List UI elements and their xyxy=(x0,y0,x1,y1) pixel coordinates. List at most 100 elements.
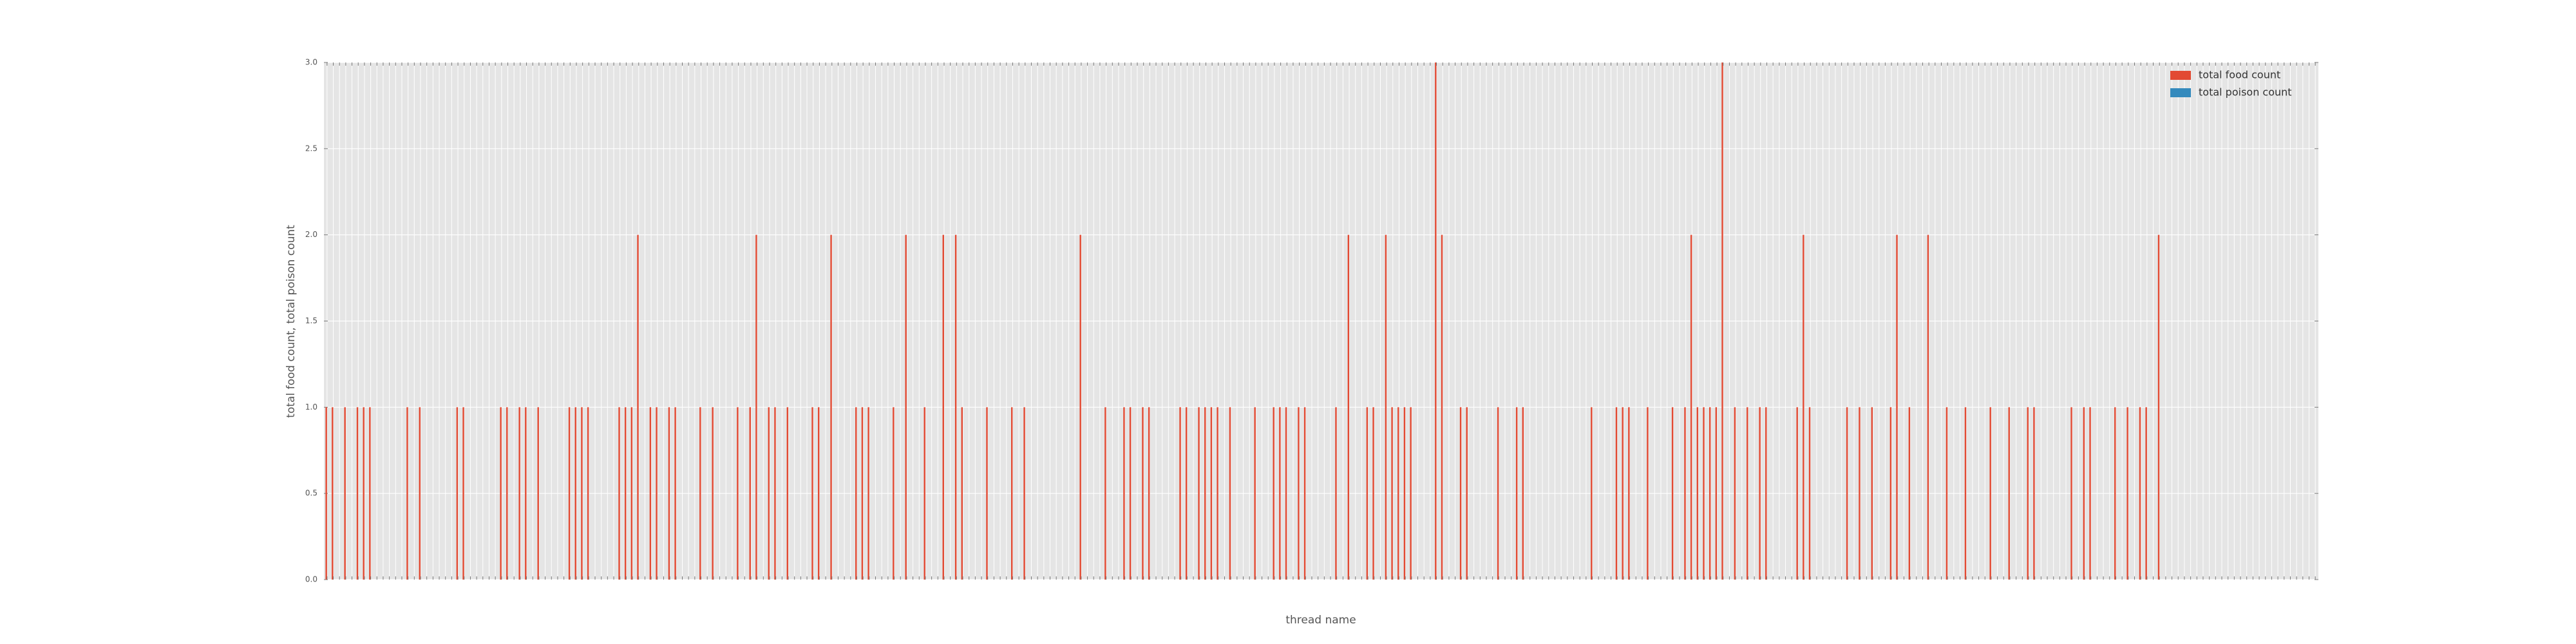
bar xyxy=(2157,234,2160,580)
legend-label: total poison count xyxy=(2199,86,2292,99)
bar xyxy=(325,407,327,580)
bar xyxy=(2114,407,2116,580)
bar xyxy=(1254,407,1256,580)
bar xyxy=(817,407,820,580)
bar xyxy=(518,407,520,580)
bar xyxy=(1765,407,1767,580)
bar xyxy=(923,407,925,580)
bar xyxy=(905,234,907,580)
bar xyxy=(369,407,371,580)
bar xyxy=(1397,407,1399,580)
y-tick-label: 2.5 xyxy=(305,144,317,153)
bar xyxy=(1522,407,1524,580)
bar xyxy=(1759,407,1761,580)
bar xyxy=(1684,407,1686,580)
bar xyxy=(456,407,459,580)
bar xyxy=(1871,407,1873,580)
bar xyxy=(344,407,346,580)
bar xyxy=(1298,407,1300,580)
bar xyxy=(1709,407,1711,580)
bar xyxy=(1441,234,1443,580)
bar xyxy=(587,407,589,580)
bar xyxy=(1671,407,1674,580)
y-tick-label: 0.5 xyxy=(305,489,317,498)
bar xyxy=(1148,407,1150,580)
bar xyxy=(1796,407,1798,580)
bar xyxy=(1459,407,1462,580)
bar xyxy=(1747,407,1748,580)
bar xyxy=(674,407,676,580)
bar xyxy=(1079,234,1081,580)
bar xyxy=(1591,407,1593,580)
bar xyxy=(1198,407,1200,580)
bar xyxy=(624,407,627,580)
legend-label: total food count xyxy=(2199,69,2280,81)
y-tick-label: 1.5 xyxy=(305,316,317,325)
bar xyxy=(1204,407,1206,580)
bar xyxy=(755,234,757,580)
bar xyxy=(699,407,701,580)
x-axis-label: thread name xyxy=(1285,614,1356,627)
bar xyxy=(1497,407,1499,580)
bar xyxy=(1210,407,1213,580)
bar xyxy=(618,407,620,580)
bar xyxy=(1889,407,1892,580)
bar xyxy=(2145,407,2147,580)
y-tick-label: 2.0 xyxy=(305,230,317,239)
bar xyxy=(1927,234,1929,580)
bar xyxy=(506,407,508,580)
bar xyxy=(1435,62,1437,580)
bar xyxy=(1186,407,1188,580)
bar xyxy=(406,407,408,580)
bar xyxy=(712,407,714,580)
bar xyxy=(867,407,869,580)
y-tick-label: 1.0 xyxy=(305,402,317,412)
bar xyxy=(1859,407,1861,580)
bar xyxy=(1385,234,1387,580)
bar xyxy=(1896,234,1898,580)
bar xyxy=(1217,407,1218,580)
bar xyxy=(1908,407,1911,580)
bar xyxy=(656,407,658,580)
bar xyxy=(1391,407,1393,580)
bar xyxy=(1366,407,1368,580)
bar xyxy=(811,407,813,580)
y-tick-label: 0.0 xyxy=(305,575,317,584)
bar xyxy=(1803,234,1804,580)
bar xyxy=(1808,407,1811,580)
bar xyxy=(861,407,864,580)
bar xyxy=(1179,407,1181,580)
bar xyxy=(1023,407,1025,580)
bar xyxy=(2027,407,2029,580)
bar xyxy=(1622,407,1624,580)
bar xyxy=(830,234,832,580)
bar xyxy=(768,407,770,580)
bar xyxy=(1715,407,1718,580)
bar xyxy=(774,407,776,580)
bar xyxy=(1466,407,1468,580)
bar xyxy=(942,234,944,580)
bar xyxy=(1690,234,1692,580)
bar xyxy=(2139,407,2141,580)
bar xyxy=(786,407,789,580)
bar xyxy=(356,407,359,580)
bar xyxy=(462,407,464,580)
bar xyxy=(1285,407,1287,580)
bar xyxy=(1846,407,1848,580)
bar xyxy=(1123,407,1125,580)
bar xyxy=(2083,407,2085,580)
bar xyxy=(2126,407,2128,580)
bar xyxy=(1696,407,1699,580)
bar xyxy=(574,407,576,580)
bar xyxy=(2033,407,2035,580)
bar xyxy=(737,407,739,580)
bar xyxy=(419,407,421,580)
bar xyxy=(649,407,652,580)
bar xyxy=(1372,407,1374,580)
bar xyxy=(1129,407,1132,580)
bar xyxy=(749,407,751,580)
bar xyxy=(2070,407,2072,580)
legend-swatch xyxy=(2170,88,2191,97)
bar xyxy=(1335,407,1337,580)
